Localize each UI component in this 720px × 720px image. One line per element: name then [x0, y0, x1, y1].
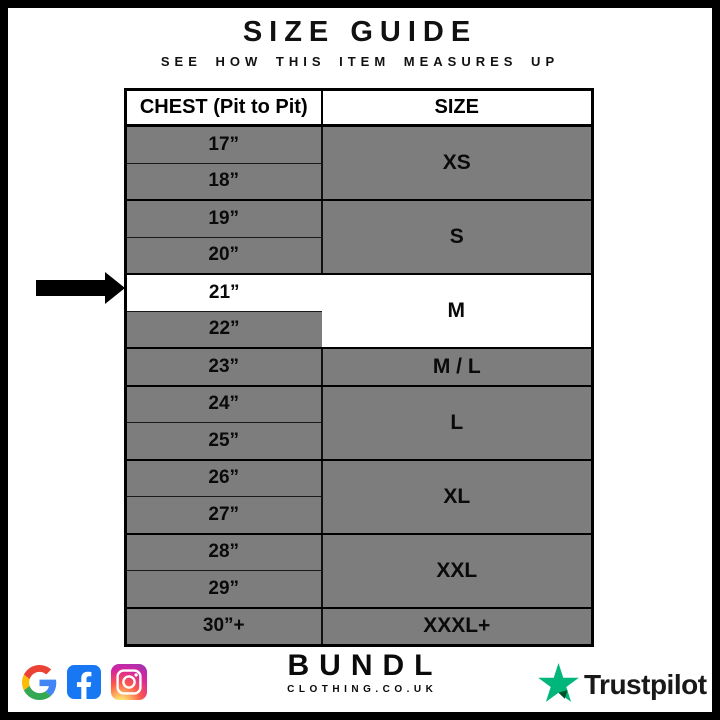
- trustpilot-star-icon: [538, 663, 579, 707]
- table-row: 23” M / L: [125, 348, 593, 387]
- chest-cell: 28”: [125, 533, 322, 571]
- chest-cell: 20”: [125, 237, 322, 275]
- arrow-shaft: [36, 280, 106, 296]
- size-guide-table: CHEST (Pit to Pit) SIZE 17” XS 18” 19” S 20” 2…: [124, 88, 594, 647]
- table-row: 17” XS: [125, 125, 593, 201]
- chest-cell: 26”: [125, 459, 322, 497]
- table-row: 18”: [125, 163, 593, 201]
- size-cell: L: [320, 385, 593, 461]
- page-title: SIZE GUIDE: [242, 16, 478, 48]
- table-row: 20”: [125, 237, 593, 275]
- chest-cell: 23”: [125, 348, 322, 387]
- trustpilot-logo: Trustpilot: [538, 662, 707, 708]
- social-icons: [22, 664, 147, 700]
- table-row: 25”: [125, 422, 593, 461]
- trustpilot-label: Trustpilot: [584, 669, 707, 700]
- table-row: 24” L: [125, 385, 593, 461]
- chest-cell: 19”: [125, 200, 322, 238]
- table-row: 28” XXL: [125, 533, 593, 609]
- instagram-icon: [111, 664, 147, 700]
- brand-domain: CLOTHING.CO.UK: [287, 684, 438, 695]
- chest-cell: 27”: [125, 496, 322, 535]
- chest-cell: 24”: [125, 385, 322, 423]
- size-cell: M: [321, 274, 593, 349]
- table-row: 21” M: [125, 274, 593, 349]
- facebook-icon: [67, 665, 101, 699]
- size-cell: XS: [320, 125, 593, 201]
- size-cell: XL: [320, 459, 593, 535]
- chest-cell: 18”: [125, 163, 322, 201]
- chest-cell: 30”+: [125, 607, 322, 647]
- table-row: 26” XL: [125, 459, 593, 535]
- size-cell: XXXL+: [320, 607, 593, 647]
- selected-size-arrow-icon: [36, 272, 125, 304]
- chest-column-header: CHEST (Pit to Pit): [125, 89, 322, 127]
- table-row: 22”: [125, 311, 593, 349]
- size-cell: S: [320, 200, 593, 275]
- arrow-head: [105, 272, 125, 304]
- chest-cell: 21”: [125, 274, 322, 312]
- chest-cell: 29”: [125, 570, 322, 609]
- size-cell: XXL: [320, 533, 593, 609]
- size-column-header: SIZE: [320, 89, 593, 127]
- size-table-body: 17” XS 18” 19” S 20” 21” M 22” 23” M / L 24” L 25” 26”…: [125, 125, 593, 647]
- table-row: 27”: [125, 496, 593, 535]
- google-icon: [22, 664, 57, 700]
- table-header-row: CHEST (Pit to Pit) SIZE: [125, 89, 593, 127]
- table-row: 30”+ XXXL+: [125, 607, 593, 647]
- size-cell: M / L: [320, 348, 593, 387]
- brand-name: BUNDL: [287, 649, 443, 682]
- table-row: 19” S: [125, 200, 593, 275]
- chest-cell: 17”: [125, 125, 322, 164]
- chest-cell: 22”: [125, 311, 322, 349]
- page-subtitle: SEE HOW THIS ITEM MEASURES UP: [160, 54, 560, 69]
- table-row: 29”: [125, 570, 593, 609]
- chest-cell: 25”: [125, 422, 322, 461]
- brand-logo: BUNDL CLOTHING.CO.UK: [8, 651, 712, 696]
